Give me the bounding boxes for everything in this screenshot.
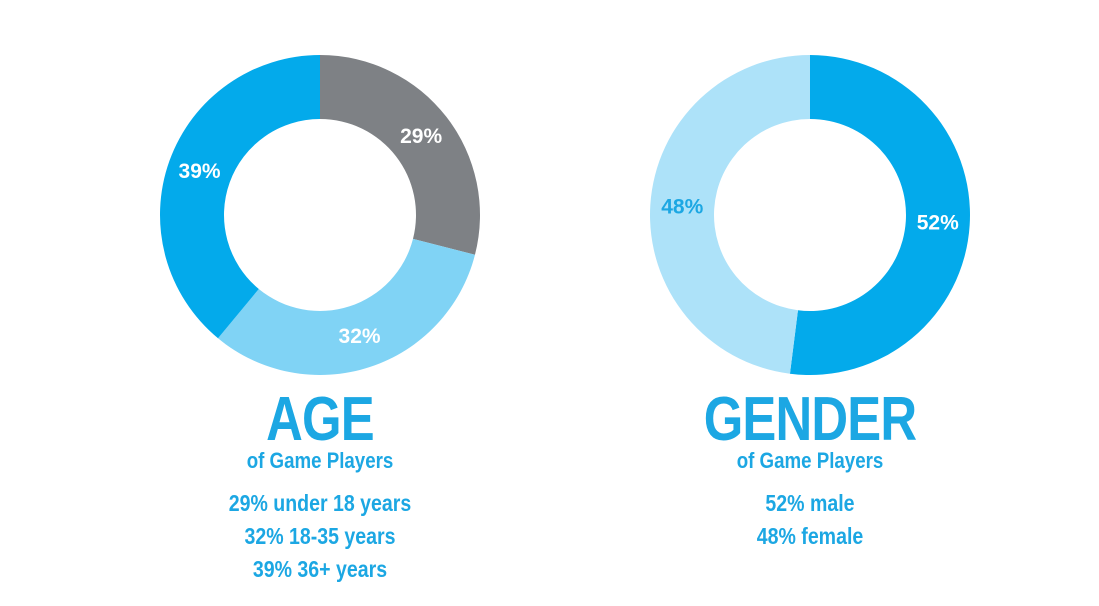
age-chart-title: AGE	[266, 385, 375, 454]
gender-legend: 52% male 48% female	[600, 487, 1020, 553]
age-legend-item: 39% 36+ years	[252, 556, 388, 582]
age-chart-panel: 29% 32% 39% AGE of Game Players 29% under …	[110, 0, 530, 606]
age-donut-chart: 29% 32% 39%	[160, 55, 480, 375]
gender-legend-item: 48% female	[756, 523, 864, 549]
gender-donut-chart: 52% 48%	[649, 55, 970, 375]
gender-slice-female	[649, 55, 810, 374]
age-slice-under-18-years	[320, 55, 480, 255]
age-legend: 29% under 18 years 32% 18-35 years 39% 3…	[110, 487, 530, 586]
age-legend-item: 29% under 18 years	[228, 490, 412, 516]
age-slice-18-35-years	[218, 238, 475, 375]
gender-chart-subtitle: of Game Players	[736, 448, 884, 473]
age-slice-label: 32%	[339, 325, 381, 348]
gender-slice-label: 52%	[917, 212, 959, 235]
age-slice-label: 29%	[400, 125, 442, 148]
age-slice-label: 39%	[179, 160, 221, 183]
gender-legend-item: 52% male	[765, 490, 855, 516]
age-slice-36-years	[160, 55, 320, 339]
gender-slice-male	[789, 55, 970, 375]
gender-chart-title: GENDER	[703, 385, 917, 454]
age-legend-item: 32% 18-35 years	[244, 523, 396, 549]
age-chart-subtitle: of Game Players	[246, 448, 394, 473]
gender-slice-label: 48%	[661, 195, 703, 218]
gender-chart-panel: 52% 48% GENDER of Game Players 52% male 4…	[600, 0, 1020, 606]
